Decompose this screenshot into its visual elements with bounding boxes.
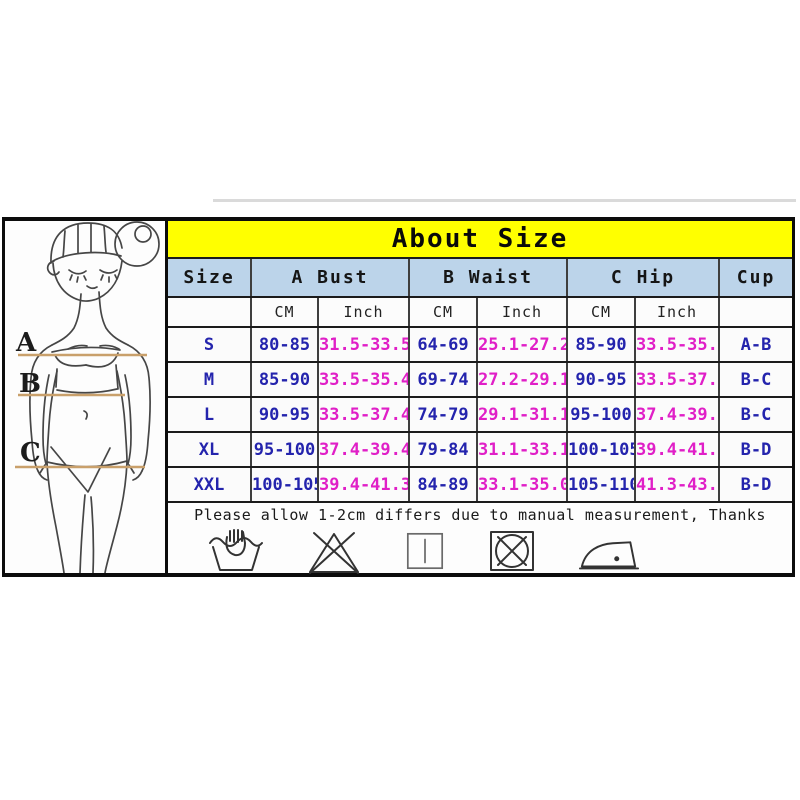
woman-outline-drawing [29,221,160,573]
hip-inch-cell: 41.3-43.3 [634,467,719,503]
hip-cm-cell: 95-100 [566,397,635,433]
drip-dry-icon [404,530,446,572]
size-cell: M [168,362,251,398]
cup-cell: B-C [717,397,793,433]
bust-inch-cell: 37.4-39.4 [317,432,409,468]
hip-inch-cell: 39.4-41.3 [634,432,719,468]
col-header-size: Size [168,258,251,298]
care-icons-row [168,527,792,575]
bust-label-a: A [15,328,37,358]
col-header-cup: Cup [717,258,793,298]
size-row-xxl: XXL 100-105 39.4-41.3 84-89 33.1-35.0 10… [168,467,793,503]
measurement-note: Please allow 1-2cm differs due to manual… [194,506,766,524]
empty-cell [717,297,793,328]
waist-inch-cell: 31.1-33.1 [476,432,567,468]
unit-header-bust-cm: CM [250,297,318,328]
table-header-row: Size A Bust B Waist C Hip Cup [168,258,793,298]
care-icons-strip [168,527,792,575]
hip-label-c: C [20,438,41,468]
waist-cm-cell: 74-79 [408,397,477,433]
bust-cm-cell: 80-85 [250,327,318,363]
waist-inch-cell: 25.1-27.2 [476,327,567,363]
size-table-panel: About Size Size A Bust B Waist C Hip Cup… [168,221,793,575]
unit-header-hip-inch: Inch [634,297,719,328]
waist-cm-cell: 64-69 [408,327,477,363]
unit-header-waist-inch: Inch [476,297,567,328]
cup-cell: B-D [717,432,793,468]
hip-cm-cell: 105-110 [566,467,635,503]
waist-cm-cell: 69-74 [408,362,477,398]
unit-header-bust-inch: Inch [317,297,409,328]
waist-cm-cell: 84-89 [408,467,477,503]
hip-inch-cell: 37.4-39.4 [634,397,719,433]
hand-wash-icon [208,528,264,574]
size-row-s: S 80-85 31.5-33.5 64-69 25.1-27.2 85-90 … [168,327,793,363]
hip-inch-cell: 33.5-37.4 [634,362,719,398]
bust-inch-cell: 33.5-35.4 [317,362,409,398]
cup-cell: A-B [717,327,793,363]
bust-inch-cell: 31.5-33.5 [317,327,409,363]
size-cell: XL [168,432,251,468]
col-header-hip: C Hip [566,258,719,298]
hip-inch-cell: 33.5-35.4 [634,327,719,363]
cup-cell: B-D [717,467,793,503]
scan-artifact-line [213,199,796,202]
bust-cm-cell: 100-105 [250,467,318,503]
note-row: Please allow 1-2cm differs due to manual… [168,502,792,527]
care-icons-cell [168,527,792,575]
size-cell: S [168,327,251,363]
iron-low-temp-icon [578,528,640,574]
bust-inch-cell: 33.5-37.4 [317,397,409,433]
waist-inch-cell: 29.1-31.1 [476,397,567,433]
size-cell: XXL [168,467,251,503]
woman-measurement-figure-illustration: A B C [15,221,160,573]
waist-inch-cell: 27.2-29.1 [476,362,567,398]
size-chart-box: A B C About Size Size A Bust B Waist C H… [2,217,795,577]
waist-inch-cell: 33.1-35.0 [476,467,567,503]
size-table: About Size Size A Bust B Waist C Hip Cup… [168,221,793,575]
waist-cm-cell: 79-84 [408,432,477,468]
cup-cell: B-C [717,362,793,398]
hip-cm-cell: 90-95 [566,362,635,398]
bust-inch-cell: 39.4-41.3 [317,467,409,503]
size-row-m: M 85-90 33.5-35.4 69-74 27.2-29.1 90-95 … [168,362,793,398]
waist-label-b: B [19,369,41,399]
bust-cm-cell: 90-95 [250,397,318,433]
size-row-xl: XL 95-100 37.4-39.4 79-84 31.1-33.1 100-… [168,432,793,468]
unit-header-hip-cm: CM [566,297,635,328]
measurement-tape-lines [15,353,147,469]
hip-cm-cell: 85-90 [566,327,635,363]
hip-cm-cell: 100-105 [566,432,635,468]
do-not-tumble-dry-icon [487,529,537,573]
page-title: About Size [168,221,793,259]
bust-cm-cell: 95-100 [250,432,318,468]
unit-header-waist-cm: CM [408,297,477,328]
col-header-bust: A Bust [250,258,409,298]
size-row-l: L 90-95 33.5-37.4 74-79 29.1-31.1 95-100… [168,397,793,433]
empty-cell [168,297,251,328]
body-figure-panel: A B C [5,221,168,573]
bust-cm-cell: 85-90 [250,362,318,398]
table-title-row: About Size [168,221,793,259]
do-not-bleach-icon [305,527,363,575]
size-cell: L [168,397,251,433]
col-header-waist: B Waist [408,258,567,298]
table-units-row: CM Inch CM Inch CM Inch [168,297,793,328]
